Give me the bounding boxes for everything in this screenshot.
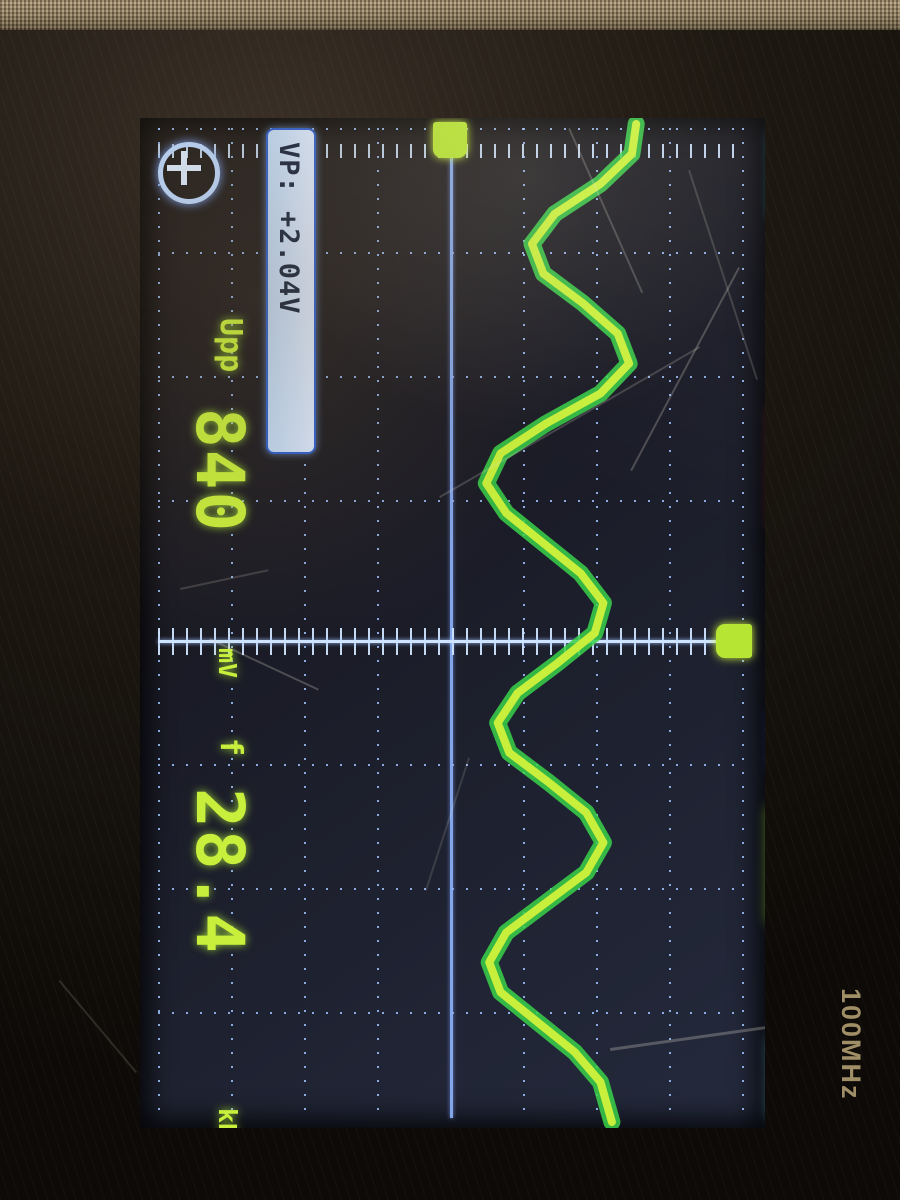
upp-unit: mV <box>213 648 242 679</box>
center-axis-horizontal <box>158 640 746 643</box>
grid-line <box>669 128 671 1118</box>
center-axis-vertical <box>450 128 453 1118</box>
cursor-target-icon <box>158 142 220 204</box>
waveform-trace <box>477 118 645 1128</box>
grid-line <box>523 128 525 1118</box>
grid-line <box>377 128 379 1118</box>
frequency-unit: kHz <box>213 1108 242 1128</box>
grid-line <box>231 128 233 1118</box>
measurement-readouts: Upp 840 mV f 28.4 kHz <box>162 318 262 1128</box>
vp-cursor-label: VP: +2.04V <box>273 142 304 315</box>
grid-line <box>158 128 160 1118</box>
vp-cursor-readout[interactable]: VP: +2.04V <box>266 128 316 454</box>
grid-line <box>304 128 306 1118</box>
silkscreen-bandwidth-label: 100MHz <box>836 988 866 1101</box>
frequency-value: 28.4 <box>181 788 258 955</box>
trigger-level-marker[interactable] <box>716 624 752 658</box>
upp-value: 840 <box>181 408 258 534</box>
speaker-grill-bezel <box>0 0 900 34</box>
oscilloscope-screen[interactable]: VP: +2.04V Upp 840 mV f 28.4 kHz 1X 1V S… <box>140 118 765 1128</box>
frequency-label: f <box>213 738 248 757</box>
trigger-position-marker[interactable] <box>433 122 467 158</box>
grid-line <box>742 128 744 1118</box>
graticule <box>158 128 746 1118</box>
upp-label: Upp <box>213 318 248 373</box>
